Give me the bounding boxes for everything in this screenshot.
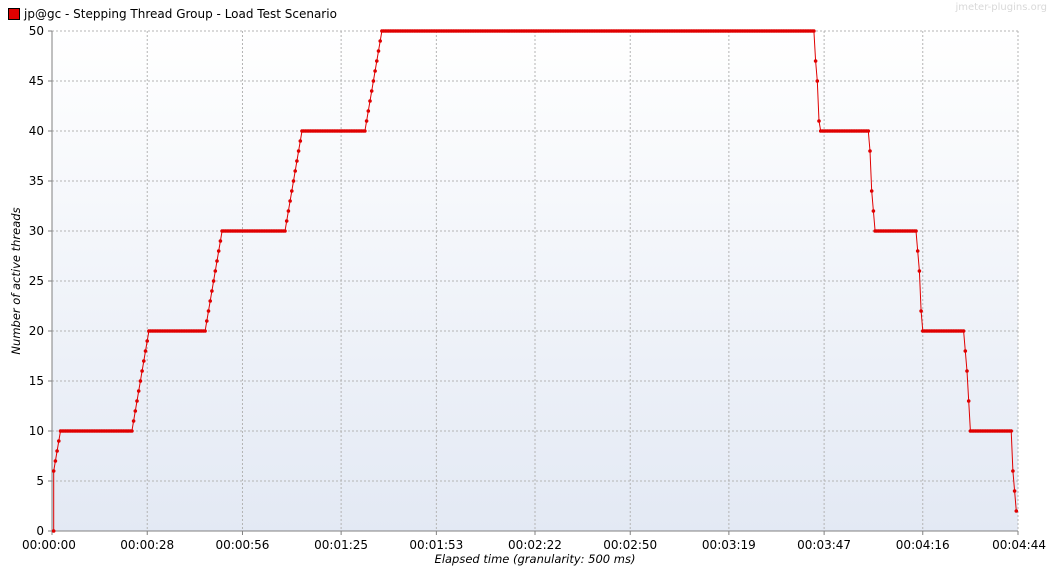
data-point xyxy=(375,59,379,63)
x-tick-label: 00:04:44 xyxy=(992,538,1046,552)
data-point xyxy=(210,289,214,293)
x-tick-label: 00:03:47 xyxy=(797,538,851,552)
data-point xyxy=(286,209,291,213)
data-series xyxy=(51,29,1019,533)
data-point xyxy=(211,279,216,283)
data-point xyxy=(965,369,969,373)
x-tick-label: 00:00:00 xyxy=(22,538,76,552)
data-point xyxy=(140,369,144,373)
data-point xyxy=(812,29,816,33)
data-point xyxy=(205,319,209,323)
data-point xyxy=(216,249,221,253)
y-tick-label: 30 xyxy=(29,224,44,238)
legend-label: jp@gc - Stepping Thread Group - Load Tes… xyxy=(24,7,337,21)
data-point xyxy=(213,269,218,273)
y-tick-label: 25 xyxy=(29,274,44,288)
axes xyxy=(48,30,1019,535)
data-point xyxy=(138,379,143,383)
data-point xyxy=(136,389,141,393)
data-point xyxy=(206,309,211,313)
data-point xyxy=(53,459,58,463)
data-point xyxy=(298,139,303,143)
x-tick-label: 00:01:53 xyxy=(409,538,463,552)
x-axis-title: Elapsed time (granularity: 500 ms) xyxy=(435,552,636,566)
grid xyxy=(52,30,1019,531)
data-point xyxy=(868,149,872,153)
x-tick-label: 00:00:56 xyxy=(216,538,270,552)
data-point xyxy=(296,149,301,153)
data-point xyxy=(290,189,294,193)
data-point xyxy=(915,249,920,253)
y-tick-label: 0 xyxy=(36,524,44,538)
data-point xyxy=(145,339,149,343)
y-tick-label: 15 xyxy=(29,374,44,388)
data-point xyxy=(295,159,299,163)
data-point xyxy=(288,199,292,203)
data-point xyxy=(208,299,212,303)
x-tick-label: 00:02:50 xyxy=(603,538,657,552)
data-point xyxy=(914,229,918,233)
data-point xyxy=(135,399,139,403)
data-point xyxy=(1012,489,1017,493)
data-point xyxy=(963,349,968,353)
data-point xyxy=(283,229,287,233)
data-point xyxy=(366,109,371,113)
data-point xyxy=(284,219,289,223)
data-point xyxy=(373,69,377,73)
y-tick-label: 45 xyxy=(29,74,44,88)
y-tick-label: 35 xyxy=(29,174,44,188)
y-tick-label: 20 xyxy=(29,324,44,338)
data-point xyxy=(143,349,148,353)
data-point xyxy=(51,529,56,533)
data-point xyxy=(364,119,369,123)
x-tick-label: 00:03:19 xyxy=(702,538,756,552)
data-point xyxy=(871,209,876,213)
legend-swatch xyxy=(8,8,20,20)
data-point xyxy=(369,89,374,93)
data-point xyxy=(813,59,818,63)
chart-legend: jp@gc - Stepping Thread Group - Load Tes… xyxy=(8,6,337,22)
data-point xyxy=(966,399,971,403)
y-tick-label: 40 xyxy=(29,124,44,138)
x-tick-label: 00:00:28 xyxy=(120,538,174,552)
data-point xyxy=(51,469,56,473)
data-point xyxy=(368,99,372,103)
data-point xyxy=(917,269,922,273)
x-tick-label: 00:04:16 xyxy=(896,538,950,552)
data-point xyxy=(142,359,146,363)
tick-labels: 0 5 10 15 20 25 30 35 40 45 50 00:00:00 00:00:28 00:0… xyxy=(22,24,1046,552)
data-point xyxy=(817,119,821,123)
data-point xyxy=(291,179,296,183)
data-point xyxy=(363,129,367,133)
data-point xyxy=(130,429,134,433)
data-point xyxy=(133,409,138,413)
data-point xyxy=(371,79,376,83)
data-point xyxy=(376,49,381,53)
watermark: jmeter-plugins.org xyxy=(955,2,1047,13)
data-point xyxy=(919,309,923,313)
y-tick-label: 5 xyxy=(36,474,44,488)
y-tick-label: 50 xyxy=(29,24,44,38)
data-point xyxy=(378,39,383,43)
data-point xyxy=(869,189,874,193)
y-tick-label: 10 xyxy=(29,424,44,438)
y-axis-title: Number of active threads xyxy=(9,207,23,354)
data-point xyxy=(215,259,219,263)
x-tick-label: 00:01:25 xyxy=(314,538,368,552)
data-point xyxy=(866,129,871,133)
x-tick-label: 00:02:22 xyxy=(508,538,562,552)
data-point xyxy=(815,79,820,83)
data-point xyxy=(961,329,966,333)
data-point xyxy=(218,239,223,243)
data-point xyxy=(1014,509,1019,513)
data-point xyxy=(1009,429,1013,433)
data-point xyxy=(131,419,136,423)
data-point xyxy=(293,169,298,173)
data-point xyxy=(57,439,61,443)
data-point xyxy=(1011,469,1015,473)
data-point xyxy=(203,329,207,333)
data-point xyxy=(55,449,59,453)
